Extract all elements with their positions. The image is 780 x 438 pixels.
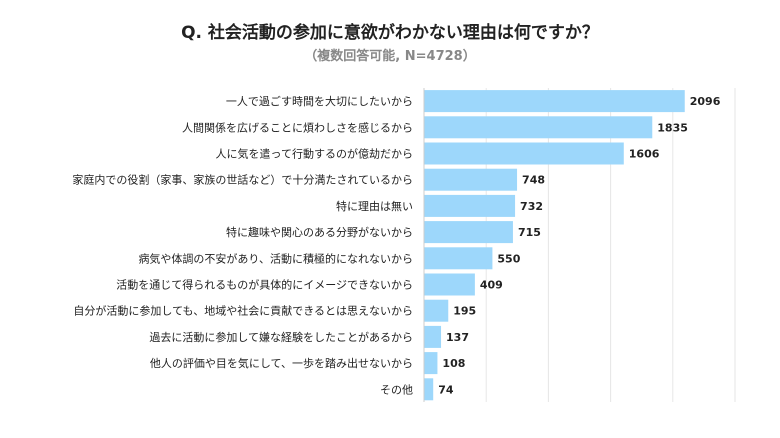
value-label: 409 bbox=[480, 279, 503, 292]
value-label: 195 bbox=[453, 305, 476, 318]
bar bbox=[424, 194, 516, 217]
value-label: 2096 bbox=[690, 95, 721, 108]
category-label: 人に気を遣って行動するのが億劫だから bbox=[216, 147, 413, 161]
category-label: 特に理由は無い bbox=[336, 199, 413, 213]
bar bbox=[424, 90, 685, 113]
bar bbox=[424, 116, 653, 139]
bar bbox=[424, 273, 475, 296]
value-label: 108 bbox=[442, 357, 465, 370]
bar bbox=[424, 325, 442, 348]
category-label: 過去に活動に参加して嫌な経験をしたことがあるから bbox=[149, 330, 413, 344]
bar bbox=[424, 247, 493, 270]
bar bbox=[424, 352, 438, 375]
value-label: 715 bbox=[518, 226, 541, 239]
bar bbox=[424, 168, 518, 191]
bar bbox=[424, 221, 513, 244]
chart-subtitle: （複数回答可能, N=4728） bbox=[304, 49, 476, 64]
category-label: 家庭内での役割（家事、家族の世話など）で十分満たされているから bbox=[72, 173, 413, 187]
category-label: 病気や体調の不安があり、活動に積極的になれないから bbox=[138, 251, 413, 265]
category-label: 人間関係を広げることに煩わしさを感じるから bbox=[182, 121, 413, 134]
value-label: 732 bbox=[520, 200, 543, 213]
value-label: 550 bbox=[497, 252, 520, 265]
category-label: その他 bbox=[380, 383, 413, 396]
category-label: 特に趣味や関心のある分野がないから bbox=[226, 225, 413, 239]
value-label: 1835 bbox=[657, 121, 688, 134]
category-label: 活動を通じて得られるものが具体的にイメージできないから bbox=[116, 278, 413, 292]
value-label: 74 bbox=[438, 383, 454, 396]
category-label: 自分が活動に参加しても、地域や社会に貢献できるとは思えないから bbox=[73, 304, 413, 318]
bar bbox=[424, 378, 434, 401]
value-label: 748 bbox=[522, 174, 545, 187]
category-label: 他人の評価や目を気にして、一歩を踏み出せないから bbox=[150, 356, 413, 370]
chart-title: Q. 社会活動の参加に意欲がわかない理由は何ですか？ bbox=[181, 23, 599, 43]
value-label: 1606 bbox=[629, 148, 660, 161]
value-label: 137 bbox=[446, 331, 469, 344]
bar bbox=[424, 299, 449, 322]
category-label: 一人で過ごす時間を大切にしたいから bbox=[226, 94, 413, 108]
bar bbox=[424, 142, 624, 165]
